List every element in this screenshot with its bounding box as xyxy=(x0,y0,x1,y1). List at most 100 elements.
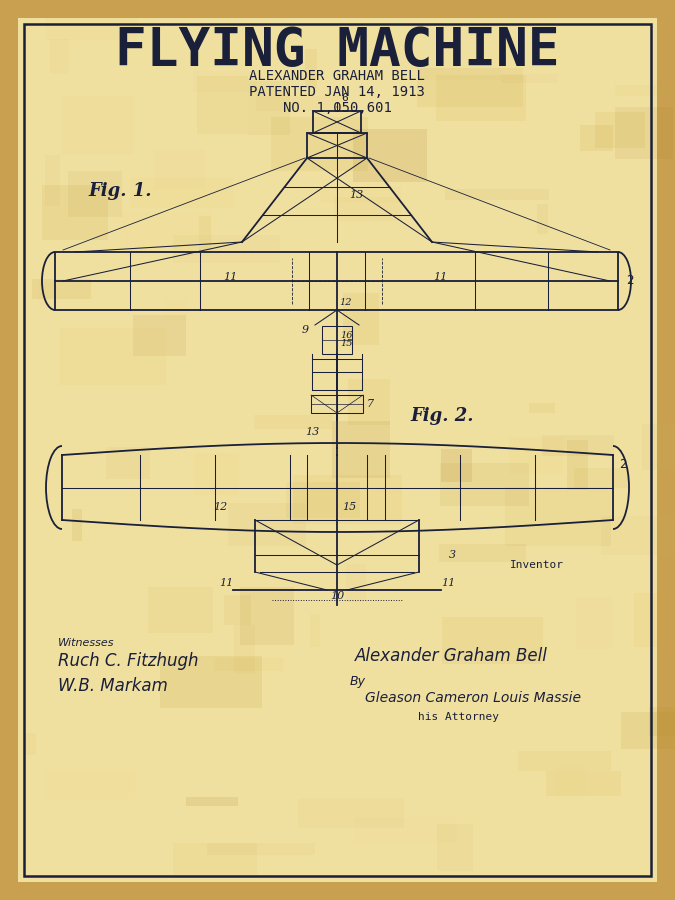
Bar xyxy=(576,597,613,649)
Bar xyxy=(529,403,556,413)
Bar xyxy=(567,440,588,490)
Bar xyxy=(508,437,564,474)
Text: 11: 11 xyxy=(441,578,455,588)
Bar xyxy=(442,616,543,663)
Bar xyxy=(159,656,263,707)
Bar xyxy=(416,68,523,106)
Bar xyxy=(298,798,404,828)
Text: 2: 2 xyxy=(619,458,626,472)
Text: 15: 15 xyxy=(342,502,356,512)
Bar xyxy=(601,516,675,555)
Bar xyxy=(256,95,348,111)
Bar xyxy=(580,125,612,151)
Bar xyxy=(353,129,427,182)
Bar xyxy=(134,315,186,356)
Bar xyxy=(293,475,402,524)
Text: Inventor: Inventor xyxy=(510,560,564,570)
Bar xyxy=(518,751,610,771)
Text: FLYING MACHINE: FLYING MACHINE xyxy=(115,25,560,77)
Bar xyxy=(555,766,585,796)
Bar xyxy=(344,293,379,346)
Text: Fig. 1.: Fig. 1. xyxy=(88,182,151,200)
Text: 2: 2 xyxy=(626,274,634,287)
Bar xyxy=(240,587,294,645)
Bar xyxy=(446,190,549,200)
Text: 9: 9 xyxy=(302,325,309,335)
Text: 3: 3 xyxy=(449,550,456,560)
Bar xyxy=(320,187,402,202)
Bar xyxy=(437,824,473,871)
Bar xyxy=(313,111,361,133)
Bar xyxy=(435,75,526,122)
Text: Fig. 2.: Fig. 2. xyxy=(410,407,473,425)
Bar xyxy=(228,503,306,546)
Text: 12: 12 xyxy=(213,502,227,512)
Bar xyxy=(439,544,526,562)
Text: 11: 11 xyxy=(219,578,233,588)
Text: Alexander Graham Bell: Alexander Graham Bell xyxy=(355,647,548,665)
Text: his Attorney: his Attorney xyxy=(418,712,499,722)
Text: 13: 13 xyxy=(304,427,319,437)
Bar xyxy=(214,658,284,670)
Bar xyxy=(165,300,188,319)
Bar xyxy=(148,588,213,633)
Bar xyxy=(248,81,290,135)
Bar xyxy=(642,425,675,471)
Bar xyxy=(310,614,321,646)
Text: PATENTED JAN 14, 1913: PATENTED JAN 14, 1913 xyxy=(249,85,425,99)
Bar xyxy=(60,328,166,385)
Text: 11: 11 xyxy=(433,272,447,282)
Text: W.B. Markam: W.B. Markam xyxy=(58,677,168,695)
Bar xyxy=(105,447,150,479)
Bar xyxy=(595,112,645,148)
Text: Gleason Cameron Louis Massie: Gleason Cameron Louis Massie xyxy=(365,691,581,705)
Text: NO. 1,050,601: NO. 1,050,601 xyxy=(283,101,392,115)
Bar xyxy=(193,71,257,92)
Bar xyxy=(621,712,675,750)
Bar xyxy=(72,508,82,542)
Bar xyxy=(392,60,501,80)
Bar xyxy=(32,279,91,299)
Bar xyxy=(45,770,135,798)
Bar xyxy=(68,171,122,217)
Bar xyxy=(307,133,367,158)
Bar xyxy=(254,415,332,429)
Bar xyxy=(23,734,36,755)
Text: Witnesses: Witnesses xyxy=(58,638,115,648)
Bar xyxy=(286,482,360,518)
Bar xyxy=(154,150,205,189)
Bar xyxy=(271,117,368,171)
Bar xyxy=(616,107,672,159)
Bar xyxy=(55,252,618,310)
Bar xyxy=(61,96,134,155)
Bar xyxy=(441,449,472,482)
Bar xyxy=(197,76,248,134)
Text: 6: 6 xyxy=(341,93,348,103)
Bar xyxy=(505,487,611,546)
Bar xyxy=(546,771,621,796)
Bar xyxy=(50,40,69,74)
Bar xyxy=(45,155,60,206)
Bar xyxy=(541,435,614,456)
Text: 11: 11 xyxy=(223,272,237,282)
Bar xyxy=(348,379,390,426)
Text: ALEXANDER GRAHAM BELL: ALEXANDER GRAHAM BELL xyxy=(249,69,425,83)
Text: 15: 15 xyxy=(340,339,352,348)
Bar xyxy=(649,707,675,736)
Bar xyxy=(207,842,315,855)
Bar xyxy=(501,75,558,83)
Bar xyxy=(574,468,629,488)
Bar xyxy=(198,216,211,250)
Text: 16: 16 xyxy=(340,330,352,339)
Text: Ruch C. Fitzhugh: Ruch C. Fitzhugh xyxy=(58,652,198,670)
Bar xyxy=(194,453,239,495)
Bar xyxy=(305,50,317,88)
Bar xyxy=(322,326,352,354)
Bar xyxy=(224,595,251,625)
Bar xyxy=(122,212,212,256)
Bar xyxy=(634,593,662,647)
Bar xyxy=(440,463,529,507)
Bar xyxy=(173,235,280,263)
Bar xyxy=(346,564,366,601)
Bar xyxy=(334,197,400,221)
